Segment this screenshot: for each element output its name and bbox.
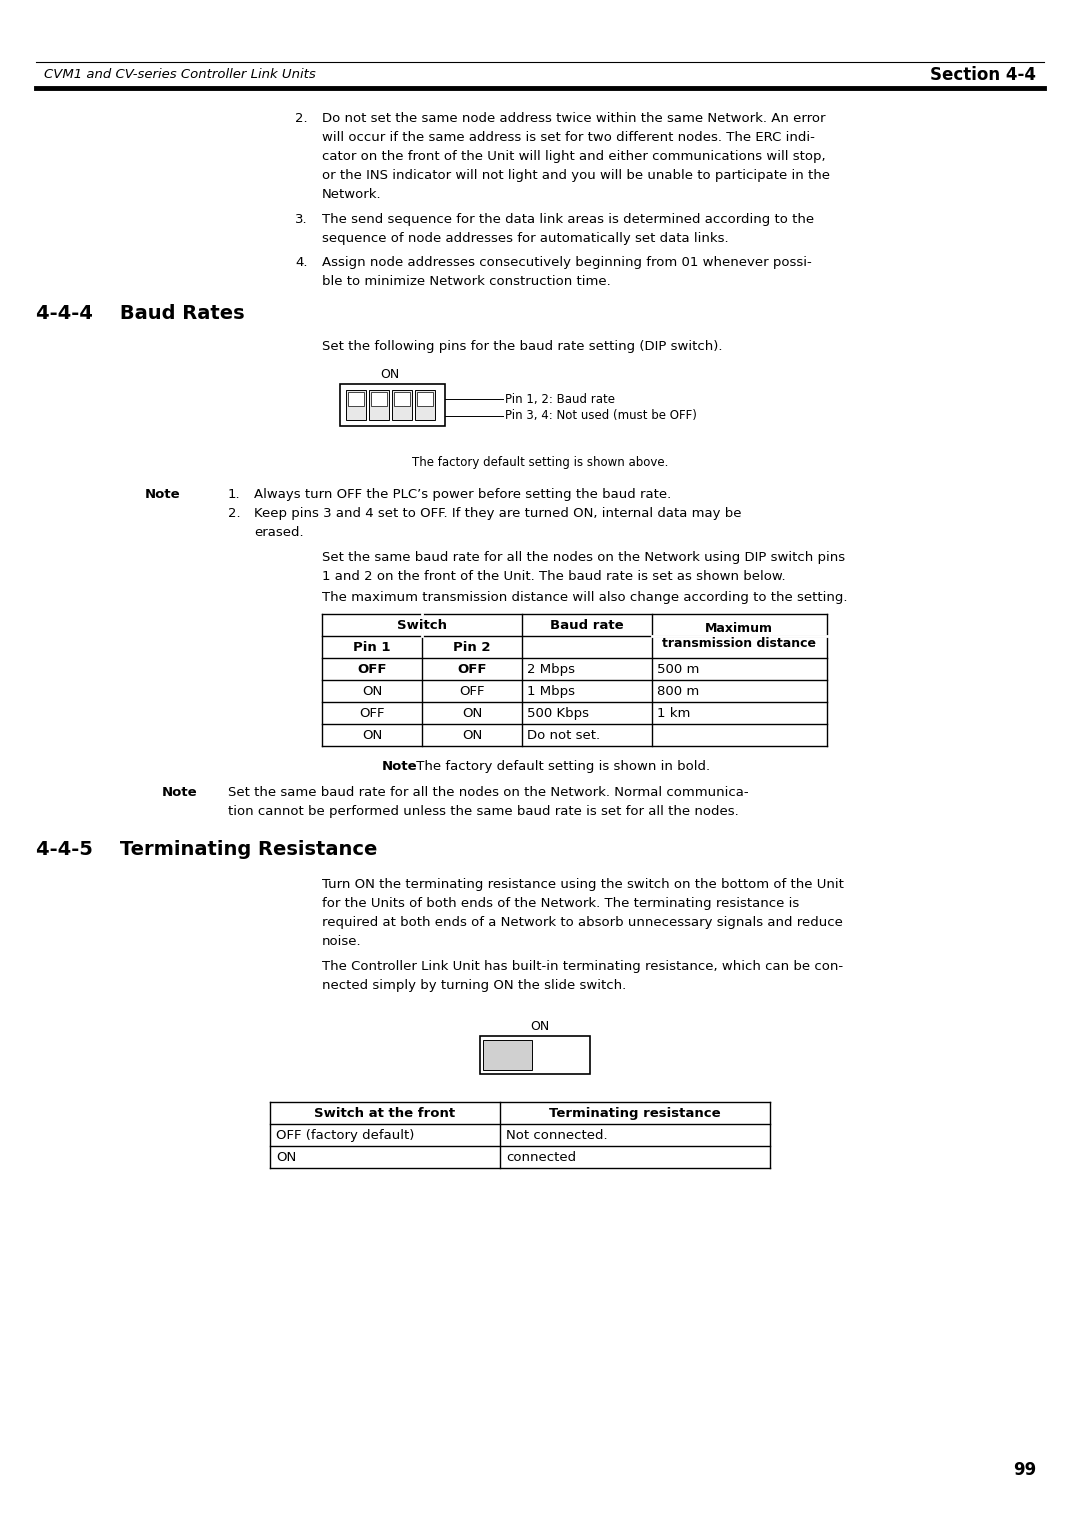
Text: OFF: OFF [459,685,485,698]
Text: ON: ON [362,729,382,743]
Text: required at both ends of a Network to absorb unnecessary signals and reduce: required at both ends of a Network to ab… [322,917,842,929]
Text: noise.: noise. [322,935,362,949]
Bar [346,390,366,420]
Text: The Controller Link Unit has built-in terminating resistance, which can be con-: The Controller Link Unit has built-in te… [322,961,843,973]
Text: OFF (factory default): OFF (factory default) [276,1129,415,1141]
Text: CVM1 and CV-series Controller Link Units: CVM1 and CV-series Controller Link Units [44,69,315,81]
Text: Do not set the same node address twice within the same Network. An error: Do not set the same node address twice w… [322,112,825,125]
Text: 1 km: 1 km [657,707,690,720]
Text: Pin 1: Pin 1 [353,640,391,654]
Bar [394,393,410,406]
Text: tion cannot be performed unless the same baud rate is set for all the nodes.: tion cannot be performed unless the same… [228,805,739,819]
Text: The maximum transmission distance will also change according to the setting.: The maximum transmission distance will a… [322,591,848,605]
Bar [340,385,445,426]
Text: Section 4-4: Section 4-4 [930,66,1036,84]
Text: Note: Note [145,489,180,501]
Bar [392,390,411,420]
Text: Switch: Switch [397,619,447,633]
Text: ON: ON [530,1021,550,1033]
Text: Maximum
transmission distance: Maximum transmission distance [662,622,816,649]
Text: Turn ON the terminating resistance using the switch on the bottom of the Unit: Turn ON the terminating resistance using… [322,879,843,891]
Text: ON: ON [462,707,482,720]
Text: OFF: OFF [357,663,387,675]
Text: Note: Note [162,787,198,799]
Bar [417,393,433,406]
Text: 1.: 1. [228,489,241,501]
Text: 99: 99 [1013,1461,1036,1479]
Text: 4-4-4    Baud Rates: 4-4-4 Baud Rates [36,304,245,324]
Text: cator on the front of the Unit will light and either communications will stop,: cator on the front of the Unit will ligh… [322,150,825,163]
Text: ON: ON [362,685,382,698]
Text: or the INS indicator will not light and you will be unable to participate in the: or the INS indicator will not light and … [322,170,831,182]
Text: Not connected.: Not connected. [507,1129,608,1141]
Text: 2.: 2. [228,507,241,521]
Text: Assign node addresses consecutively beginning from 01 whenever possi-: Assign node addresses consecutively begi… [322,257,812,269]
Text: will occur if the same address is set for two different nodes. The ERC indi-: will occur if the same address is set fo… [322,131,815,144]
Text: 1 Mbps: 1 Mbps [527,685,575,698]
Text: ble to minimize Network construction time.: ble to minimize Network construction tim… [322,275,611,289]
Text: Pin 2: Pin 2 [454,640,490,654]
Text: Set the same baud rate for all the nodes on the Network using DIP switch pins: Set the same baud rate for all the nodes… [322,552,846,564]
Text: Keep pins 3 and 4 set to OFF. If they are turned ON, internal data may be: Keep pins 3 and 4 set to OFF. If they ar… [254,507,742,521]
Text: 1 and 2 on the front of the Unit. The baud rate is set as shown below.: 1 and 2 on the front of the Unit. The ba… [322,570,785,584]
Text: Baud rate: Baud rate [550,619,624,633]
Text: Pin 1, 2: Baud rate: Pin 1, 2: Baud rate [505,393,615,405]
Text: OFF: OFF [360,707,384,720]
Text: 4.: 4. [295,257,308,269]
Text: Always turn OFF the PLC’s power before setting the baud rate.: Always turn OFF the PLC’s power before s… [254,489,672,501]
Text: 500 m: 500 m [657,663,700,675]
Text: 2 Mbps: 2 Mbps [527,663,575,675]
Text: 500 Kbps: 500 Kbps [527,707,589,720]
Text: The factory default setting is shown above.: The factory default setting is shown abo… [411,457,669,469]
Bar [369,390,389,420]
Text: ON: ON [462,729,482,743]
Text: 3.: 3. [295,212,308,226]
Text: Set the following pins for the baud rate setting (DIP switch).: Set the following pins for the baud rate… [322,341,723,353]
Text: connected: connected [507,1151,576,1164]
Text: Pin 3, 4: Not used (must be OFF): Pin 3, 4: Not used (must be OFF) [505,410,697,422]
Text: Network.: Network. [322,188,381,202]
Text: Set the same baud rate for all the nodes on the Network. Normal communica-: Set the same baud rate for all the nodes… [228,787,748,799]
Text: OFF: OFF [457,663,487,675]
Bar [480,1036,590,1074]
Text: for the Units of both ends of the Network. The terminating resistance is: for the Units of both ends of the Networ… [322,897,799,911]
Text: ON: ON [380,368,400,382]
Bar [348,393,364,406]
Bar [415,390,435,420]
Text: Note: Note [382,761,418,773]
Text: Do not set.: Do not set. [527,729,600,743]
Text: erased.: erased. [254,527,303,539]
Text: Switch at the front: Switch at the front [314,1106,456,1120]
Text: 2.: 2. [295,112,308,125]
Text: The factory default setting is shown in bold.: The factory default setting is shown in … [411,761,711,773]
Text: nected simply by turning ON the slide switch.: nected simply by turning ON the slide sw… [322,979,626,992]
Bar [483,1041,532,1071]
Text: ON: ON [276,1151,296,1164]
Text: The send sequence for the data link areas is determined according to the: The send sequence for the data link area… [322,212,814,226]
Text: Terminating resistance: Terminating resistance [550,1106,720,1120]
Bar [372,393,387,406]
Text: 800 m: 800 m [657,685,699,698]
Text: 4-4-5    Terminating Resistance: 4-4-5 Terminating Resistance [36,840,377,859]
Text: sequence of node addresses for automatically set data links.: sequence of node addresses for automatic… [322,232,729,244]
